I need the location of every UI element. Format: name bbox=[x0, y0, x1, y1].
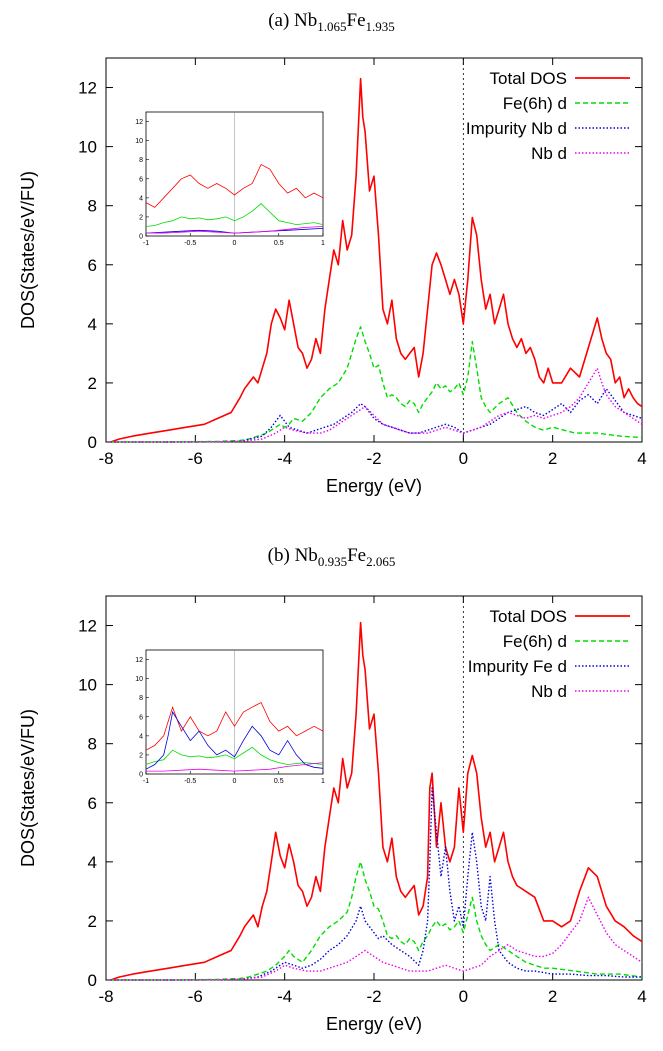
panel-a-inset-x-tick-label: 0.5 bbox=[274, 240, 284, 247]
panel-b-inset-y-tick-label: 4 bbox=[139, 733, 143, 740]
panel-b-y-tick-label: 6 bbox=[88, 794, 97, 813]
panel-b-inset-x-tick-label: 0 bbox=[233, 778, 237, 785]
panel-a-series-impurity-nb-d bbox=[110, 388, 643, 443]
panel-a-y-tick-label: 8 bbox=[88, 197, 97, 216]
panel-a-label: (a) bbox=[268, 10, 290, 31]
panel-a-inset-y-tick-label: 6 bbox=[139, 176, 143, 183]
panel-a-x-axis-label: Energy (eV) bbox=[326, 476, 422, 496]
panel-a-x-tick-label: 4 bbox=[637, 449, 646, 468]
panel-b-y-tick-label: 4 bbox=[88, 853, 97, 872]
panel-a-x-tick-label: -8 bbox=[98, 449, 113, 468]
panel-a-inset-y-tick-label: 10 bbox=[135, 138, 143, 145]
panel-a-inset-series-0 bbox=[145, 163, 324, 208]
panel-a-formula-nb-sub: 1.065 bbox=[317, 18, 347, 34]
panel-b-inset-y-tick-label: 0 bbox=[139, 772, 143, 779]
panel-a-legend-label: Impurity Nb d bbox=[466, 119, 567, 138]
panel-a-inset-x-tick-label: 1 bbox=[321, 240, 325, 247]
panel-b-y-tick-label: 2 bbox=[88, 912, 97, 931]
panel-a-y-tick-label: 0 bbox=[88, 433, 97, 452]
panel-b-x-tick-label: -6 bbox=[188, 987, 203, 1006]
panel-a-y-axis-label: DOS(States/eV/FU) bbox=[18, 171, 38, 329]
panel-b-y-tick-label: 8 bbox=[88, 735, 97, 754]
panel-b-title: (b) Nb0.935Fe2.065 bbox=[0, 545, 663, 570]
panel-b-inset-y-tick-label: 6 bbox=[139, 714, 143, 721]
panel-a-legend-label: Nb d bbox=[531, 144, 567, 163]
panel-b-x-tick-label: -2 bbox=[366, 987, 381, 1006]
panel-b-formula-fe-sub: 2.065 bbox=[366, 553, 396, 569]
panel-b-formula-nb-sub: 0.935 bbox=[317, 553, 348, 569]
panel-a-inset-series-3 bbox=[146, 226, 324, 234]
panel-b-x-tick-label: 4 bbox=[637, 987, 646, 1006]
panel-a-inset-y-tick-label: 4 bbox=[139, 195, 143, 202]
panel-b-legend-label: Nb d bbox=[531, 682, 567, 701]
panel-a-inset-x-tick-label: -0.5 bbox=[184, 240, 196, 247]
panel-b-formula-fe: Fe bbox=[347, 545, 367, 566]
panel-b-label: (b) bbox=[267, 545, 290, 566]
panel-b-formula-nb: Nb bbox=[294, 545, 318, 566]
panel-a-y-tick-label: 2 bbox=[88, 374, 97, 393]
panel-b-inset-y-tick-label: 2 bbox=[139, 752, 143, 759]
panel-b-inset-series-1 bbox=[145, 746, 324, 765]
panel-a-inset-y-tick-label: 0 bbox=[139, 234, 143, 241]
panel-a-title: (a) Nb1.065Fe1.935 bbox=[0, 10, 663, 35]
panel-a-inset-x-tick-label: -1 bbox=[143, 240, 149, 247]
panel-b-y-tick-label: 10 bbox=[78, 676, 97, 695]
panel-a-x-tick-label: 2 bbox=[548, 449, 557, 468]
panel-b-inset-y-tick-label: 12 bbox=[135, 657, 143, 664]
panel-b-inset-x-tick-label: -1 bbox=[143, 778, 149, 785]
panel-b-x-tick-label: 2 bbox=[548, 987, 557, 1006]
panel-b-y-tick-label: 0 bbox=[88, 971, 97, 990]
panel-b-inset-y-tick-label: 10 bbox=[135, 676, 143, 683]
panel-b-legend-label: Impurity Fe d bbox=[468, 657, 567, 676]
panel-a-inset-series-1 bbox=[145, 203, 324, 227]
panel-a-formula-nb: Nb bbox=[294, 10, 318, 31]
panel-b-series-fe-6h-d bbox=[110, 861, 643, 981]
panel-b-legend-label: Fe(6h) d bbox=[503, 632, 567, 651]
panel-b-x-axis-label: Energy (eV) bbox=[326, 1014, 422, 1034]
panel-b-legend-label: Total DOS bbox=[490, 607, 567, 626]
panel-a-x-tick-label: -4 bbox=[277, 449, 292, 468]
panel-b-series-nb-d bbox=[110, 896, 643, 981]
panel-a-y-tick-label: 10 bbox=[78, 138, 97, 157]
panel-b-x-tick-label: -4 bbox=[277, 987, 292, 1006]
panel-a-inset-x-tick-label: 0 bbox=[233, 240, 237, 247]
panel-a-x-tick-label: 0 bbox=[459, 449, 468, 468]
panel-a-formula-fe-sub: 1.935 bbox=[365, 18, 395, 34]
panel-a-legend-label: Total DOS bbox=[490, 69, 567, 88]
panel-b-inset-series-2 bbox=[145, 710, 324, 770]
panel-a-series-nb-d bbox=[110, 367, 643, 443]
panel-a-y-tick-label: 6 bbox=[88, 256, 97, 275]
panel-b-inset-x-tick-label: -0.5 bbox=[184, 778, 196, 785]
panel-b-series-total-dos bbox=[110, 621, 643, 981]
panel-b-x-tick-label: 0 bbox=[459, 987, 468, 1006]
panel-a-series-fe-6h-d bbox=[110, 326, 643, 443]
panel-a-inset-y-tick-label: 8 bbox=[139, 157, 143, 164]
panel-a-formula-fe: Fe bbox=[346, 10, 366, 31]
panel-b-inset-series-0 bbox=[145, 701, 324, 751]
panel-b-inset-x-tick-label: 1 bbox=[321, 778, 325, 785]
panel-b-inset-series-3 bbox=[146, 762, 324, 772]
panel-a-x-tick-label: -2 bbox=[366, 449, 381, 468]
panel-a-y-tick-label: 12 bbox=[78, 79, 97, 98]
panel-b-inset-x-tick-label: 0.5 bbox=[274, 778, 284, 785]
panel-a-inset-y-tick-label: 2 bbox=[139, 214, 143, 221]
panel-a-y-tick-label: 4 bbox=[88, 315, 97, 334]
panel-b-series-impurity-fe-d bbox=[110, 787, 642, 981]
panel-a-series-total-dos bbox=[110, 77, 643, 443]
panel-b-x-tick-label: -8 bbox=[98, 987, 113, 1006]
panel-a-legend-label: Fe(6h) d bbox=[503, 94, 567, 113]
panel-b-y-axis-label: DOS(States/eV/FU) bbox=[18, 709, 38, 867]
panel-a-x-tick-label: -6 bbox=[188, 449, 203, 468]
panel-a-inset-y-tick-label: 12 bbox=[135, 119, 143, 126]
panel-b-y-tick-label: 12 bbox=[78, 617, 97, 636]
panel-b-inset-y-tick-label: 8 bbox=[139, 695, 143, 702]
